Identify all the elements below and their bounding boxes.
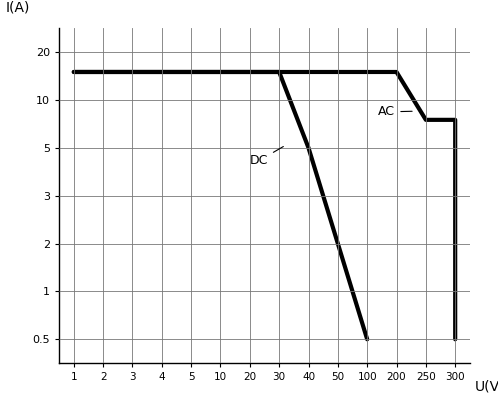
X-axis label: U(V): U(V)	[475, 380, 498, 394]
Text: AC: AC	[378, 105, 412, 118]
Y-axis label: I(A): I(A)	[6, 1, 30, 15]
Text: DC: DC	[250, 146, 283, 167]
